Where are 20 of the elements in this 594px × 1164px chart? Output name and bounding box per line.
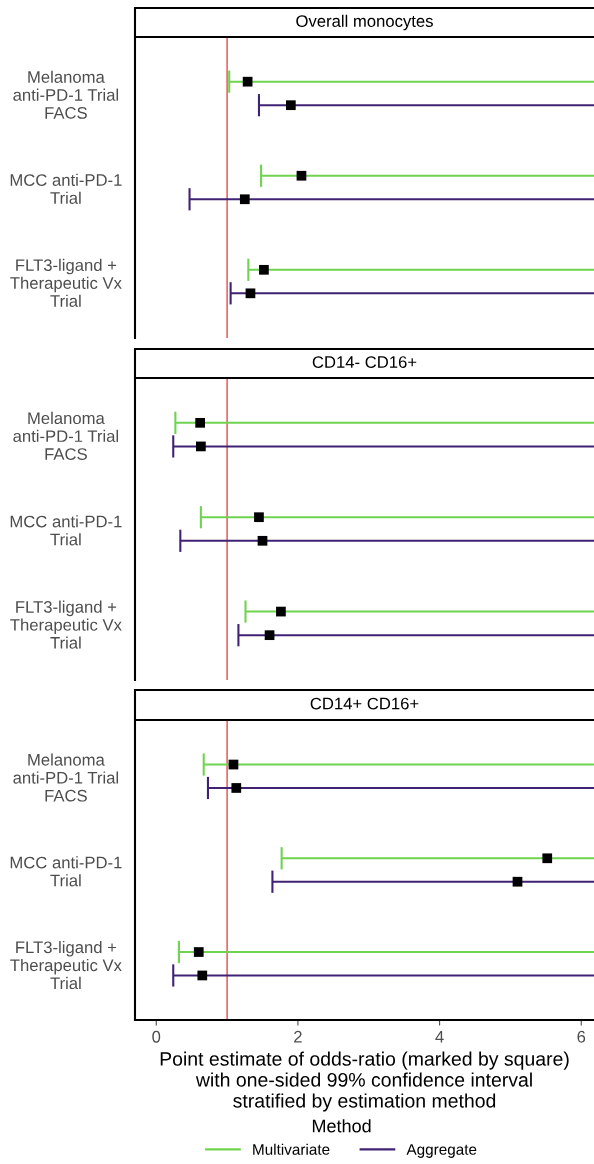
x-tick-label: 4	[435, 1031, 444, 1043]
text: Aggregate	[406, 1144, 477, 1158]
y-tick-label: FLT3-ligand + Therapeutic Vx Trial	[10, 600, 122, 649]
y-tick-label: MCC anti-PD-1 Trial	[10, 173, 122, 204]
text: Multivariate	[253, 1143, 330, 1155]
x-axis-title: Point estimate of odds-ratio (marked by square) with one-sided 99% confidence interval stratified by estimation method	[160, 1051, 569, 1112]
y-tick-label: MCC anti-PD-1 Trial	[10, 856, 122, 887]
chart-title: Overall monocytes	[296, 14, 433, 31]
x-tick-label: 2	[294, 1030, 302, 1043]
y-tick-label: FLT3-ligand + Therapeutic Vx Trial	[10, 258, 122, 307]
y-tick-label: Melanoma anti-PD-1 Trial FACS	[13, 753, 119, 802]
chart-title: CD14+ CD16+	[310, 697, 419, 710]
y-tick-label: MCC anti-PD-1 Trial	[10, 515, 122, 546]
y-tick-label: Melanoma anti-PD-1 Trial FACS	[13, 411, 119, 460]
y-tick-label: Melanoma anti-PD-1 Trial FACS	[13, 70, 119, 119]
chart-title: CD14- CD16+	[312, 356, 417, 368]
legend-title: Method	[312, 1119, 371, 1133]
x-tick-label: 6	[577, 1030, 586, 1043]
x-tick-label: 0	[152, 1030, 161, 1043]
y-tick-label: FLT3-ligand + Therapeutic Vx Trial	[10, 940, 122, 990]
